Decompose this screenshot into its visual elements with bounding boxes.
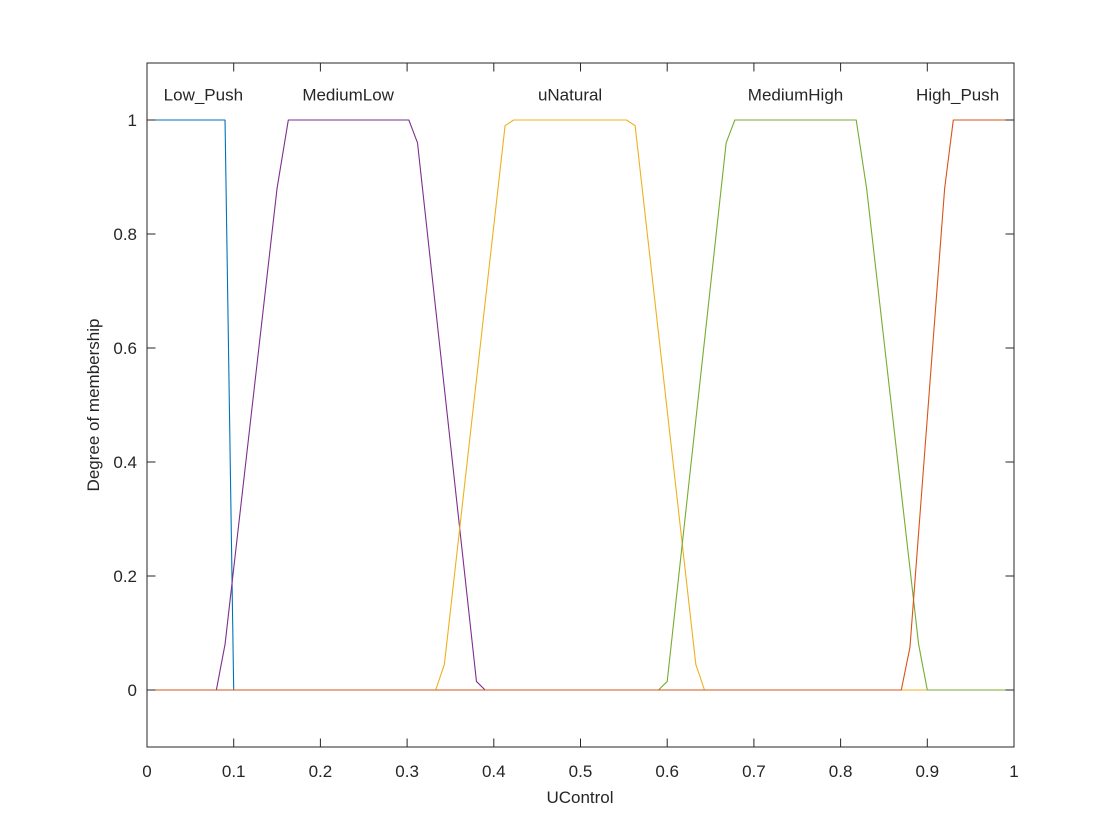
series-line-high-push bbox=[147, 119, 1014, 691]
x-tick-label: 0.3 bbox=[395, 762, 419, 781]
x-tick-label: 0 bbox=[142, 762, 151, 781]
y-tick-label: 0 bbox=[128, 681, 137, 700]
x-tick-label: 0.9 bbox=[915, 762, 939, 781]
x-tick-label: 0.1 bbox=[222, 762, 246, 781]
series-line-unatural bbox=[147, 119, 1014, 691]
x-tick-label: 0.5 bbox=[569, 762, 593, 781]
series-line-low-push bbox=[147, 119, 1014, 691]
x-tick-label: 0.2 bbox=[309, 762, 333, 781]
membership-label-layer: Low_Push MediumLow uNatural MediumHigh High_… bbox=[164, 85, 1000, 104]
x-tick-label: 0.8 bbox=[829, 762, 853, 781]
x-tick-label: 0.6 bbox=[655, 762, 679, 781]
series-line-mediumlow bbox=[147, 119, 1014, 691]
series-layer bbox=[147, 119, 1014, 691]
x-tick-label: 1 bbox=[1009, 762, 1018, 781]
x-tick-label: 0.7 bbox=[742, 762, 766, 781]
y-tick-label: 1 bbox=[128, 111, 137, 130]
y-axis-label: Degree of membership bbox=[84, 319, 103, 492]
axes-frame bbox=[146, 62, 1015, 748]
series-line-mediumhigh bbox=[147, 119, 1014, 691]
membership-label-mediumlow: MediumLow bbox=[302, 85, 394, 104]
membership-label-mediumhigh: MediumHigh bbox=[748, 85, 843, 104]
membership-label-unatural: uNatural bbox=[538, 85, 602, 104]
x-axis-label: UControl bbox=[546, 788, 613, 807]
y-tick-label: 0.8 bbox=[113, 225, 137, 244]
y-tick-label: 0.6 bbox=[113, 339, 137, 358]
x-tick-label: 0.4 bbox=[482, 762, 506, 781]
tick-layer: 0 0.1 0.2 0.3 0.4 0.5 0.6 0.7 0.8 0.9 1 0 0.2 0.4 0.6 0… bbox=[113, 63, 1019, 781]
membership-label-high-push: High_Push bbox=[916, 85, 999, 104]
y-tick-label: 0.4 bbox=[113, 453, 137, 472]
plot-area-border bbox=[146, 62, 1015, 748]
membership-label-low-push: Low_Push bbox=[164, 85, 243, 104]
y-tick-label: 0.2 bbox=[113, 567, 137, 586]
